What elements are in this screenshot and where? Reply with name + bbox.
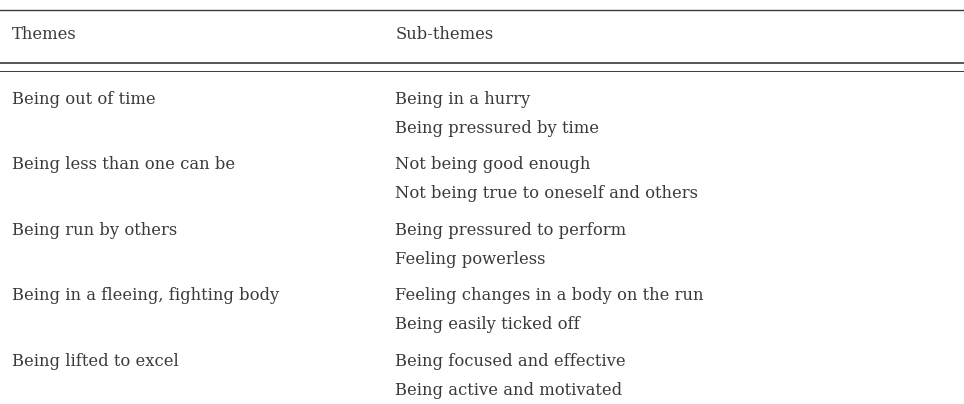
Text: Being run by others: Being run by others: [12, 222, 176, 239]
Text: Being in a fleeing, fighting body: Being in a fleeing, fighting body: [12, 287, 279, 304]
Text: Themes: Themes: [12, 26, 76, 43]
Text: Sub-themes: Sub-themes: [395, 26, 494, 43]
Text: Being pressured to perform: Being pressured to perform: [395, 222, 627, 239]
Text: Being easily ticked off: Being easily ticked off: [395, 316, 580, 333]
Text: Being focused and effective: Being focused and effective: [395, 353, 626, 370]
Text: Feeling powerless: Feeling powerless: [395, 251, 546, 268]
Text: Being in a hurry: Being in a hurry: [395, 91, 530, 108]
Text: Not being good enough: Not being good enough: [395, 156, 591, 173]
Text: Being less than one can be: Being less than one can be: [12, 156, 234, 173]
Text: Being out of time: Being out of time: [12, 91, 155, 108]
Text: Being pressured by time: Being pressured by time: [395, 120, 600, 137]
Text: Being lifted to excel: Being lifted to excel: [12, 353, 178, 370]
Text: Feeling changes in a body on the run: Feeling changes in a body on the run: [395, 287, 704, 304]
Text: Not being true to oneself and others: Not being true to oneself and others: [395, 185, 698, 202]
Text: Being active and motivated: Being active and motivated: [395, 382, 623, 399]
